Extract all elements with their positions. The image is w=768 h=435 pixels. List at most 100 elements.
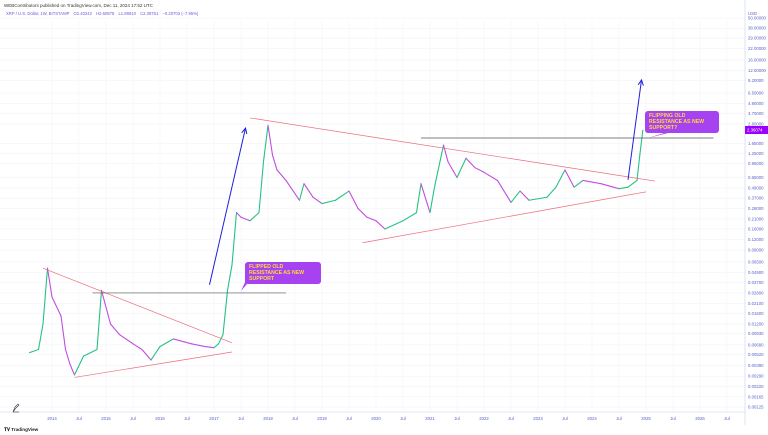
price-segment [627,179,638,188]
price-segment [276,169,287,182]
time-tick-label: 2020 [371,416,381,421]
time-axis[interactable]: 2014 Jul 2015 Jul 2016 Jul 2017 Jul 2018 Jul 2019 J… [47,416,730,421]
price-segment [546,186,557,198]
price-tick-label: 0.03700 [748,280,764,285]
price-segment [348,190,359,209]
price-segment [132,343,143,351]
price-segment [334,190,350,201]
price-tick-label: 0.00165 [748,394,764,399]
price-segment [240,216,251,222]
price-segment [298,183,305,201]
price-segment [429,186,436,214]
price-tick-label: 0.02100 [748,301,764,306]
price-segment [636,154,641,182]
price-segment [82,348,98,357]
pencil-icon[interactable] [12,403,20,413]
price-segment [366,216,377,222]
price-tick-label: 22.00000 [748,46,767,51]
publisher-line: WEBContributors published on TradingView… [4,3,153,8]
price-segment [235,212,242,218]
price-tick-label: 0.00220 [748,384,764,389]
time-tick-label: 2021 [425,416,435,421]
brand-name: TradingView [11,427,39,432]
price-segment [231,212,238,266]
price-tick-label: 4.90000 [748,101,764,106]
price-tick-label: 0.06500 [748,260,764,265]
price-tick-label: 0.37000 [748,196,764,201]
price-segment [28,348,40,354]
price-tick-label: 38.00000 [748,26,767,31]
time-tick-label: 2015 [101,416,111,421]
price-tick-label: 0.49000 [748,185,764,190]
price-segment [465,157,476,169]
price-segment [109,323,121,336]
arrow-line [627,79,642,180]
price-segment [37,323,44,351]
price-segment [46,267,53,298]
price-segment [60,315,67,351]
price-tick-label: 2.80000 [748,121,764,126]
price-segment [618,186,629,190]
trendline [42,267,233,344]
price-segment [474,167,485,173]
callout-flipping-support[interactable]: FLIPPING OLD RESISTANCE AS NEW SUPPORT? [645,111,719,133]
trendline [362,191,647,244]
price-segment [415,183,422,214]
price-tick-label: 0.00520 [748,352,764,357]
time-tick-label: Jul [616,416,622,421]
tradingview-logo: 𝐓𝐕 TradingView [4,427,38,432]
trendline [249,117,656,182]
symbol-name: XRP / U.S. Dollar, 1W, BITSTAMP [6,11,70,16]
price-tick-label: 0.09000 [748,248,764,253]
price-segment [555,169,566,188]
price-segment [420,183,431,214]
ohlc-open: O2.40242 [73,11,92,16]
price-segment [496,179,512,203]
price-tick-label: 1.65000 [748,141,764,146]
price-segment [528,196,548,201]
time-tick-label: 2019 [317,416,327,421]
price-segment [375,220,386,230]
price-tick-label: 0.00390 [748,363,764,368]
price-tick-label: 50.00000 [748,16,767,21]
price-segment [285,179,301,201]
trendline [74,351,233,378]
price-tick-label: 0.04900 [748,270,764,275]
price-segment [217,334,224,345]
price-tick-label: 0.01600 [748,311,764,316]
arrow-line [209,127,246,285]
currency-label: USD [748,11,757,16]
time-tick-label: Jul [238,416,244,421]
time-tick-label: 2023 [533,416,543,421]
price-segment [564,169,575,188]
price-segment [312,196,323,205]
price-tick-label: 0.02800 [748,290,764,295]
price-tick-label: 0.95000 [748,161,764,166]
price-tick-label: 0.28000 [748,206,764,211]
price-segment [249,212,260,222]
arrow-head-icon [637,78,644,86]
price-segment [159,338,175,348]
grid [0,17,745,412]
price-tick-label: 0.00680 [748,342,764,347]
symbol-legend[interactable]: XRP / U.S. Dollar, 1W, BITSTAMP O2.40242… [6,11,201,16]
price-segment [64,348,71,365]
ohlc-change: −0.20703 (−7.95%) [162,11,199,16]
price-segment [222,289,229,336]
price-segment [42,267,49,325]
time-tick-label: Jul [724,416,730,421]
price-segment [118,334,134,345]
time-tick-label: Jul [454,416,460,421]
price-segment [69,363,76,376]
time-tick-label: Jul [400,416,406,421]
callout-flipped-support[interactable]: FLIPPED OLD RESISTANCE AS NEW SUPPORT [245,262,321,284]
price-segment [226,264,233,291]
last-price-label-bg [745,126,768,134]
price-segment [267,124,274,156]
price-segment [258,161,265,214]
price-segment [447,161,458,179]
price-axis[interactable]: 50.00000 38.00000 29.00000 22.00000 16.00000… [748,16,767,410]
time-tick-label: 2026 [695,416,705,421]
price-tick-label: 0.01200 [748,322,764,327]
